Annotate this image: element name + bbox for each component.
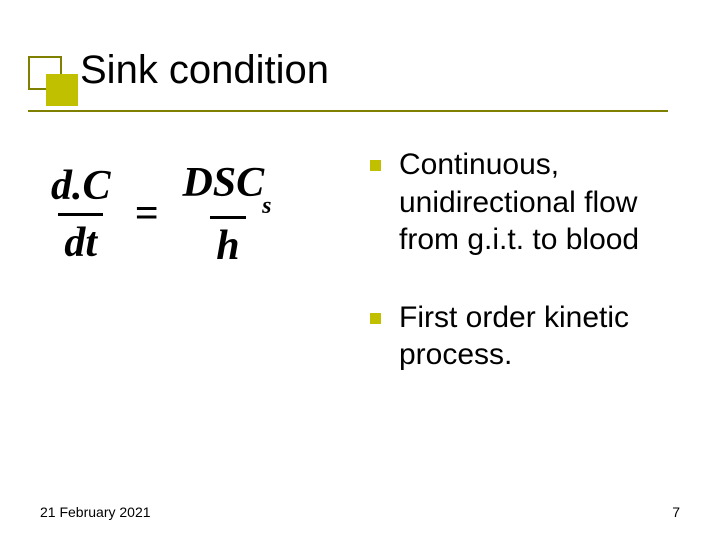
- rhs-numerator: DSCs: [176, 160, 279, 216]
- footer-date: 21 February 2021: [40, 504, 151, 520]
- rhs-denominator: h: [210, 216, 245, 269]
- bullet-text: Continuous, unidirectional flow from g.i…: [399, 146, 690, 259]
- bullet-square-icon: [370, 160, 381, 171]
- list-item: Continuous, unidirectional flow from g.i…: [370, 146, 690, 259]
- bullet-list: Continuous, unidirectional flow from g.i…: [370, 140, 690, 480]
- lhs-numerator: d.C: [45, 163, 117, 213]
- rhs-num-sub: s: [262, 193, 271, 219]
- equation: d.C dt = DSCs h: [45, 160, 370, 269]
- lhs-fraction: d.C dt: [45, 163, 117, 266]
- rhs-num-main: DSC: [182, 160, 264, 206]
- slide-footer: 21 February 2021 7: [40, 504, 680, 520]
- deco-square-inner: [46, 74, 78, 106]
- slide-title: Sink condition: [80, 48, 720, 93]
- rhs-fraction: DSCs h: [176, 160, 279, 269]
- bullet-text: First order kinetic process.: [399, 299, 690, 374]
- list-item: First order kinetic process.: [370, 299, 690, 374]
- formula-area: d.C dt = DSCs h: [30, 140, 370, 480]
- bullet-square-icon: [370, 313, 381, 324]
- equals-sign: =: [135, 190, 159, 238]
- title-area: Sink condition: [0, 0, 720, 93]
- slide: Sink condition d.C dt = DSCs h: [0, 0, 720, 540]
- content-area: d.C dt = DSCs h Continuous, unidirection…: [30, 140, 690, 480]
- lhs-denominator: dt: [58, 213, 103, 266]
- title-underline: [28, 110, 668, 112]
- footer-page-number: 7: [672, 504, 680, 520]
